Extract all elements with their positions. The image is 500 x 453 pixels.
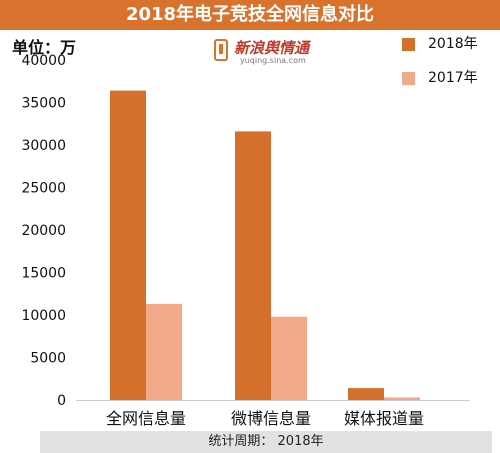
- footer-bar: 统计周期： 2018年: [40, 431, 492, 453]
- footer-text: 统计周期： 2018年: [208, 434, 324, 449]
- y-tick-label: 40000: [21, 53, 66, 69]
- bar-2017: [146, 303, 182, 400]
- chart-title-bar: 2018年电子竞技全网信息对比: [0, 0, 500, 30]
- legend-label-2018: 2018年: [428, 36, 478, 52]
- legend-swatch-2018: [402, 38, 415, 51]
- y-tick-label: 20000: [21, 223, 66, 239]
- logo-sub-text: yuqing.sina.com: [240, 56, 306, 65]
- unit-label: 单位：万: [12, 38, 77, 57]
- y-tick-label: 35000: [21, 96, 66, 112]
- bar-2017: [384, 397, 420, 400]
- legend-swatch-2017: [402, 72, 415, 85]
- logo-main-text: 新浪舆情通: [234, 39, 310, 57]
- legend-label-2017: 2017年: [428, 70, 478, 86]
- x-tick-label: 微博信息量: [231, 409, 311, 428]
- y-tick-label: 0: [57, 393, 66, 409]
- y-tick-label: 5000: [30, 351, 66, 367]
- y-tick-label: 15000: [21, 266, 66, 282]
- bar-2018: [348, 388, 384, 400]
- y-tick-label: 25000: [21, 181, 66, 197]
- sina-yuqing-logo: 新浪舆情通 yuqing.sina.com: [214, 37, 334, 69]
- y-tick-label: 30000: [21, 138, 66, 154]
- y-tick-label: 10000: [21, 308, 66, 324]
- x-tick-label: 全网信息量: [106, 409, 186, 428]
- bar-2017: [271, 316, 307, 400]
- x-tick-label: 媒体报道量: [344, 409, 424, 428]
- phone-logo-icon: [214, 39, 228, 61]
- bar-2018: [110, 90, 146, 400]
- chart-title: 2018年电子竞技全网信息对比: [125, 4, 375, 25]
- bar-2018: [235, 131, 271, 400]
